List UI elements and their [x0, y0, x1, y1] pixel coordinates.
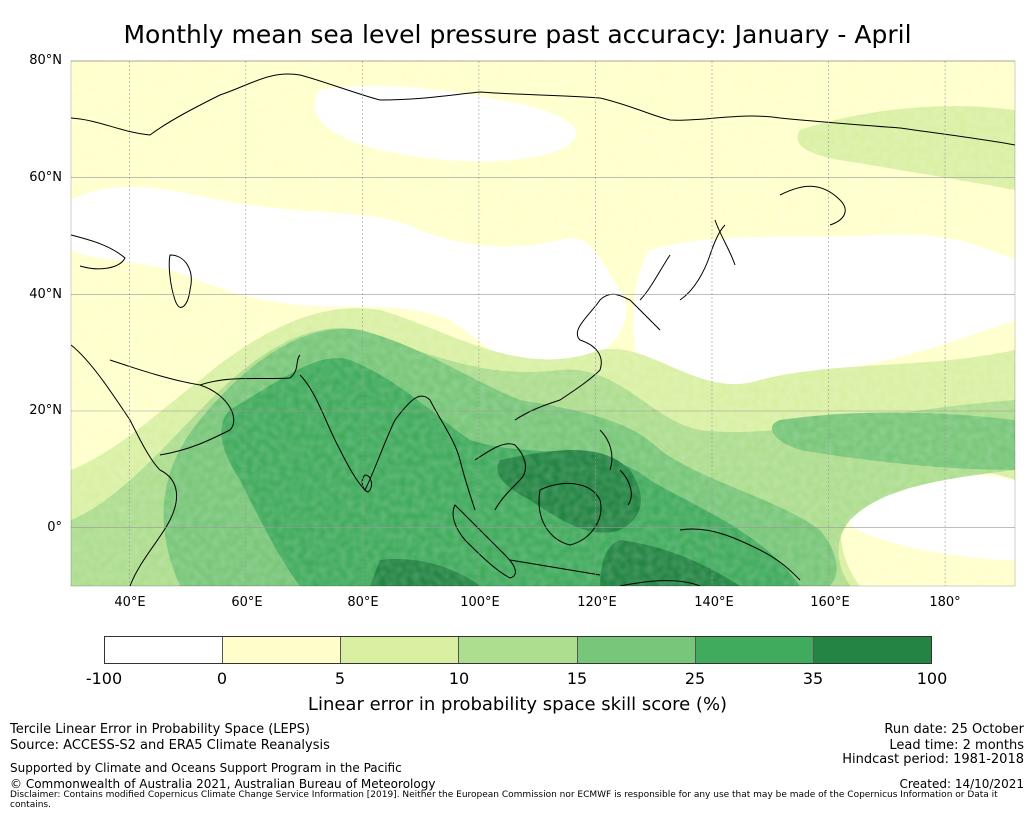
colorbar-tick: 35 [802, 669, 824, 688]
coastline-java [509, 559, 601, 576]
coastline-sakhalin-kamchatka [714, 185, 846, 266]
coastline-sri-lanka [361, 474, 373, 493]
lat-label-40n: 40°N [29, 287, 62, 302]
lon-label-180: 180° [929, 595, 961, 610]
colorbar-label: Linear error in probability space skill … [307, 694, 728, 715]
coastline-philippines [599, 429, 632, 506]
coastline-new-guinea [679, 528, 801, 581]
coastline-bay-of-bengal-myanmar [429, 399, 476, 511]
lon-label-100e: 100°E [460, 595, 500, 610]
footer-support: Supported by Climate and Oceans Support … [10, 761, 402, 775]
lat-label-20n: 20°N [29, 403, 62, 418]
coastlines [71, 73, 1015, 586]
lon-label-40e: 40°E [114, 595, 146, 610]
footer-method: Tercile Linear Error in Probability Spac… [10, 722, 310, 737]
colorbar-tick: 0 [216, 669, 228, 688]
coastline-arctic [71, 73, 1015, 146]
colorbar-tick: 15 [566, 669, 588, 688]
lon-label-120e: 120°E [577, 595, 617, 610]
colorbar-tick: 25 [684, 669, 706, 688]
coastline-persian-gulf-pakistan [199, 354, 301, 386]
colorbar-tick: 100 [916, 669, 948, 688]
lat-label-80n: 80°N [29, 53, 62, 68]
colorbar-segment-35-100 [813, 637, 931, 663]
footer-hindcast-period: Hindcast period: 1981-2018 [842, 752, 1024, 767]
skill-map [70, 60, 1016, 587]
colorbar-segment-0-5 [223, 637, 342, 663]
colorbar-tick: -100 [85, 669, 123, 688]
coastline-europe-caspian [71, 234, 192, 308]
coastline-africa-horn [129, 469, 178, 586]
map-title: Monthly mean sea level pressure past acc… [123, 20, 912, 49]
map-frame [70, 60, 1016, 587]
lon-label-60e: 60°E [231, 595, 263, 610]
colorbar-tick: 10 [448, 669, 470, 688]
coastline-indochina [474, 443, 526, 511]
colorbar-tick: 5 [334, 669, 346, 688]
footer-disclaimer: Disclaimer: Contains modified Copernicus… [10, 790, 998, 810]
footer-created: Created: 14/10/2021 [899, 777, 1024, 791]
lon-label-80e: 80°E [347, 595, 379, 610]
coastline-australia-north [619, 580, 701, 586]
footer-copyright: © Commonwealth of Australia 2021, Austra… [10, 777, 436, 791]
coastline-sumatra [452, 504, 516, 579]
colorbar-segment-5-10 [341, 637, 460, 663]
footer-source: Source: ACCESS-S2 and ERA5 Climate Reana… [10, 738, 330, 753]
colorbar-segment-neg100-0 [105, 637, 224, 663]
footer-run-date: Run date: 25 October [884, 722, 1024, 737]
lat-label-0: 0° [47, 520, 62, 535]
lon-label-160e: 160°E [810, 595, 850, 610]
gridlines [71, 60, 1015, 586]
coastline-borneo [538, 482, 602, 546]
lat-label-60n: 60°N [29, 170, 62, 185]
colorbar-segment-25-35 [695, 637, 814, 663]
lon-label-140e: 140°E [694, 595, 734, 610]
pixel-texture [71, 61, 1015, 586]
colorbar [104, 636, 932, 664]
colorbar-segment-10-15 [459, 637, 578, 663]
coastline-red-sea-arabia [71, 344, 235, 471]
colorbar-segment-15-25 [577, 637, 696, 663]
coastline-china [514, 293, 661, 421]
coastline-korea-japan [639, 224, 726, 301]
footer-lead-time: Lead time: 2 months [889, 738, 1024, 753]
